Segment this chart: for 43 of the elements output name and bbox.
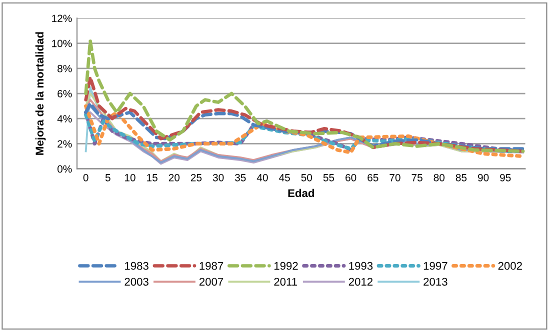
- y-tick-label: 6%: [58, 90, 72, 98]
- legend-label: 1987: [200, 262, 224, 270]
- legend-label: 1983: [125, 262, 148, 270]
- y-tick-label: 2%: [58, 140, 72, 148]
- y-tick-label: 12%: [52, 14, 72, 22]
- x-tick-label: 15: [147, 174, 158, 182]
- legend-label: 2012: [348, 278, 373, 286]
- x-tick-label: 90: [478, 174, 489, 182]
- y-tick-label: 0%: [57, 165, 72, 173]
- y-tick-label: 4%: [57, 115, 72, 122]
- legend-label: 2002: [498, 262, 522, 270]
- x-tick-label: 25: [190, 174, 202, 182]
- line-series: [84, 76, 525, 153]
- x-tick-label: 55: [323, 174, 334, 182]
- y-tick-label: 8%: [58, 64, 72, 72]
- legend-label: 2007: [199, 278, 224, 286]
- legend-label: 2013: [424, 278, 448, 286]
- x-tick-label: 0: [83, 174, 88, 182]
- y-tick-label: 10%: [52, 40, 72, 48]
- x-tick-label: 40: [256, 174, 268, 182]
- line-series: [84, 39, 525, 153]
- x-tick-label: 35: [235, 174, 246, 182]
- x-tick-label: 80: [434, 174, 445, 182]
- x-tick-label: 50: [301, 174, 312, 182]
- legend-label: 2011: [274, 278, 297, 286]
- line-series: [84, 102, 525, 150]
- x-tick-label: 20: [168, 174, 180, 182]
- legend-label: 1997: [424, 262, 448, 270]
- x-tick-label: 10: [124, 174, 136, 182]
- x-tick-label: 5: [105, 174, 110, 182]
- y-axis-title: Mejora de la mortalidad: [35, 32, 46, 155]
- x-tick-label: 95: [500, 174, 511, 182]
- legend-label: 2003: [124, 278, 148, 286]
- x-tick-label: 85: [456, 174, 467, 182]
- legend-label: 1993: [349, 262, 373, 270]
- x-axis-title: Edad: [288, 188, 314, 198]
- x-tick-label: 45: [279, 174, 290, 182]
- x-tick-label: 65: [368, 174, 378, 182]
- x-tick-label: 60: [346, 174, 356, 182]
- x-tick-label: 30: [212, 174, 224, 182]
- legend-label: 1992: [274, 262, 298, 270]
- x-tick-label: 75: [412, 174, 422, 182]
- x-tick-label: 70: [390, 174, 400, 182]
